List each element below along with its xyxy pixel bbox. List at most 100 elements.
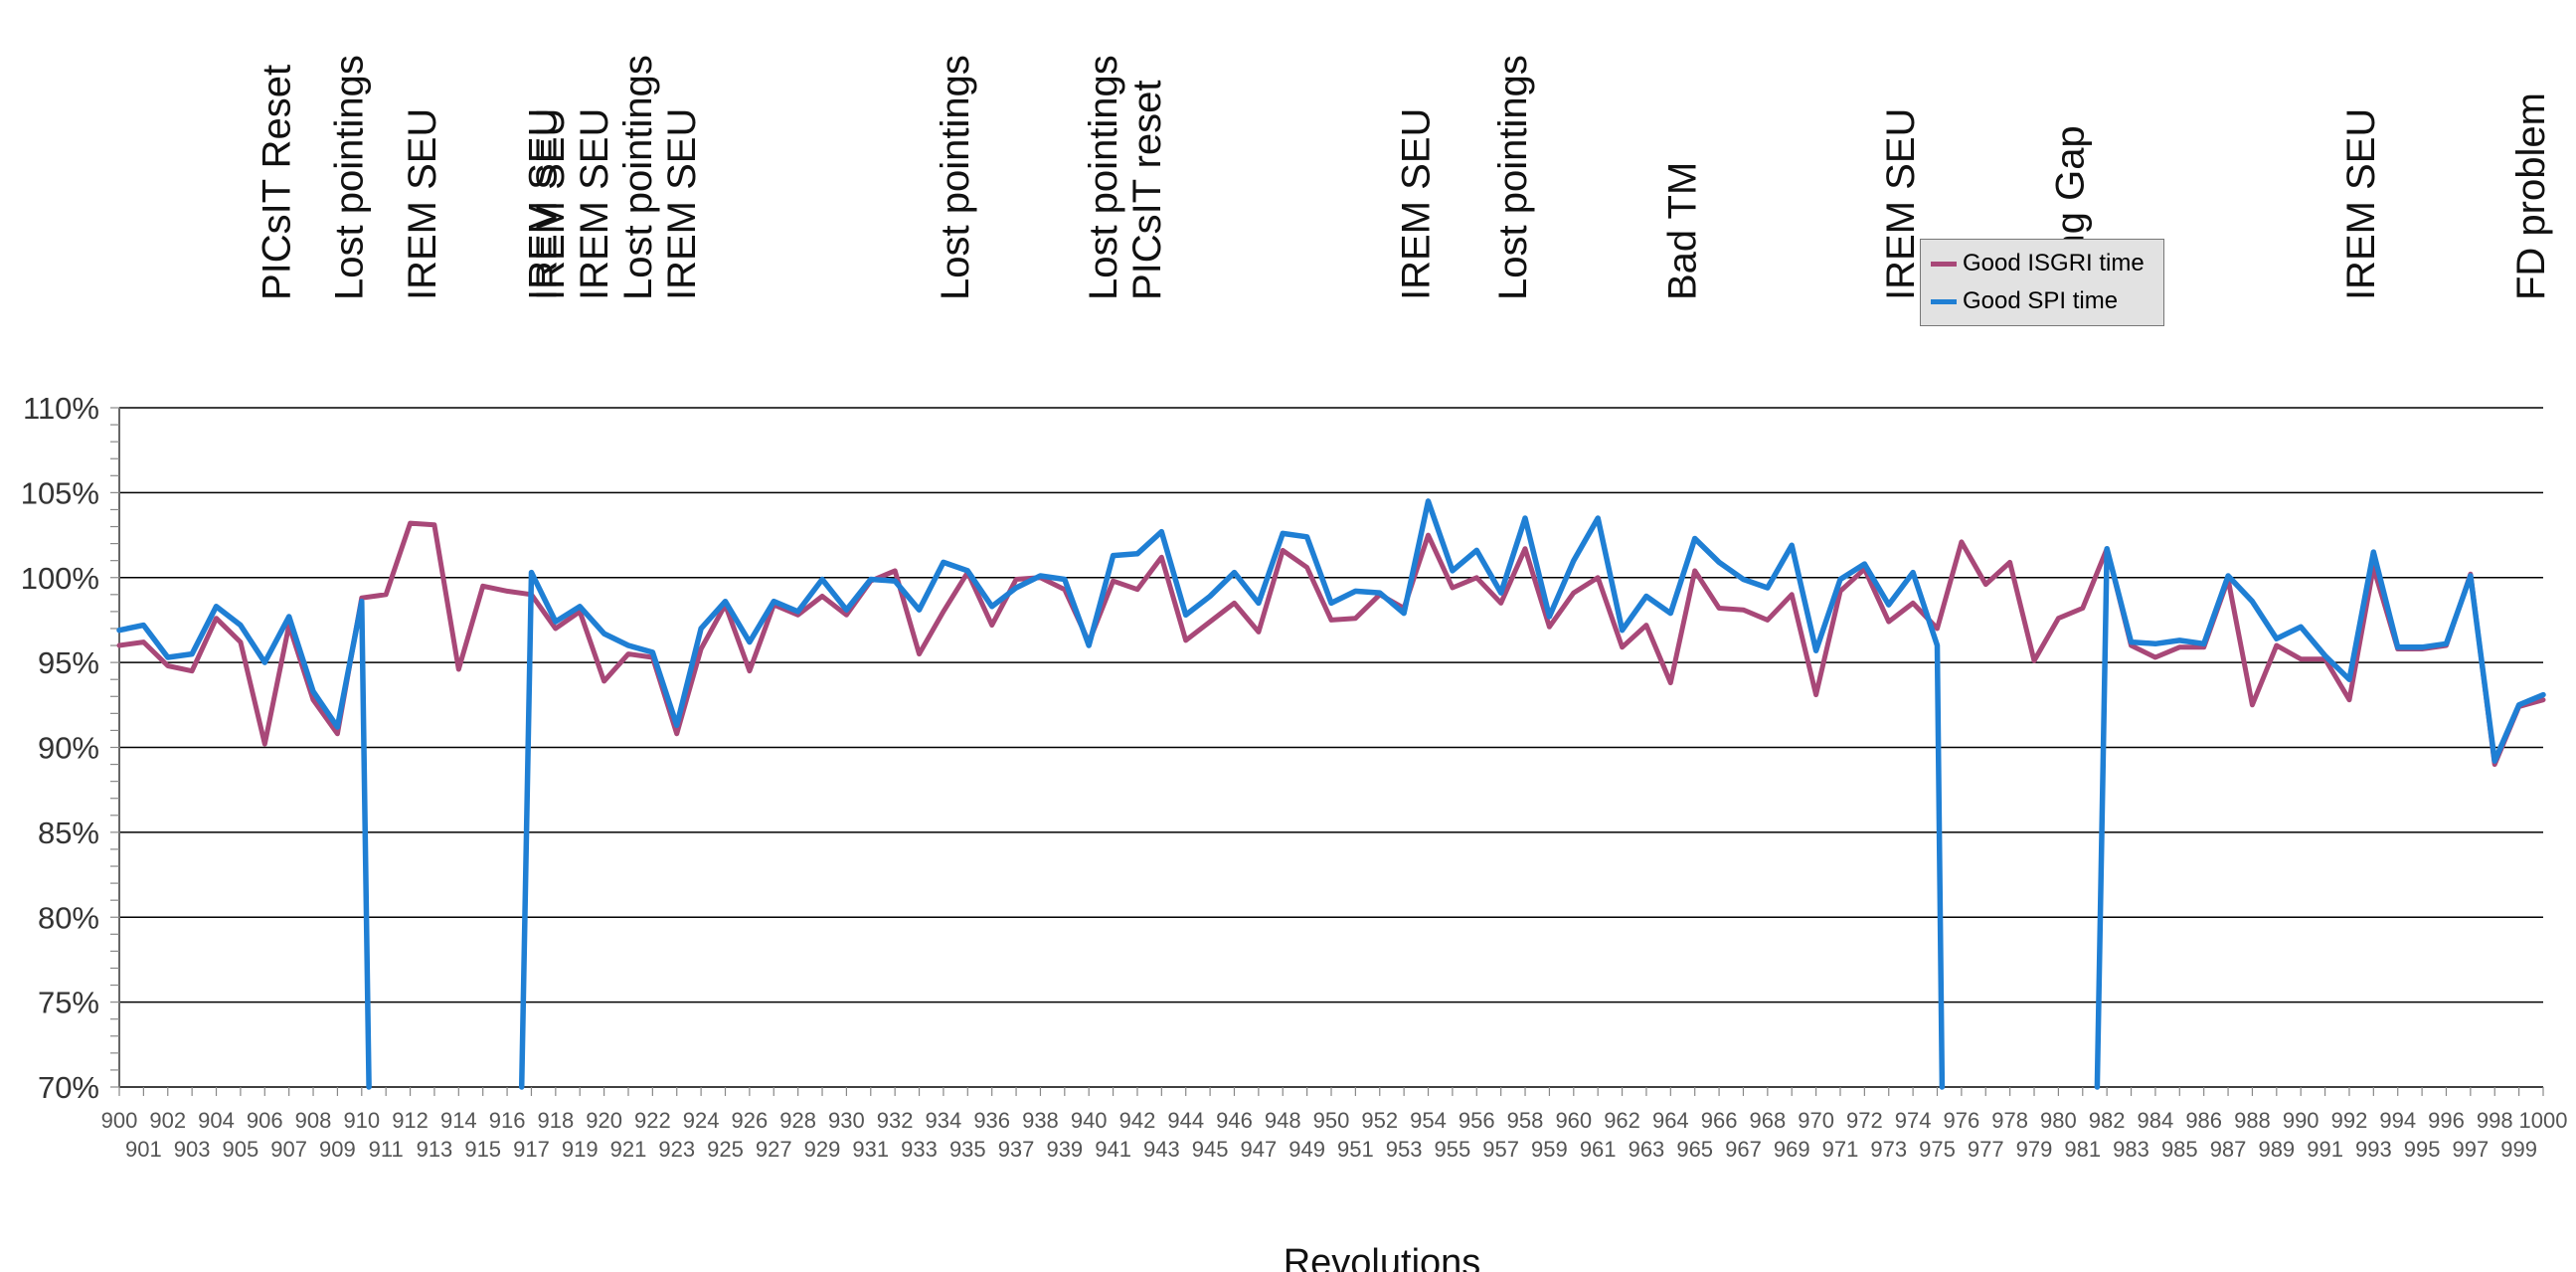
x-tick-label: 967 (1725, 1137, 1762, 1162)
x-tick-label: 950 (1313, 1108, 1350, 1133)
legend-swatch-spi (1931, 298, 1957, 304)
event-annotation: IREM SEU (573, 108, 616, 300)
x-tick-label: 954 (1410, 1108, 1447, 1133)
x-tick-label: 900 (101, 1108, 138, 1133)
event-annotation: IREM SEU (660, 108, 704, 300)
x-tick-label: 926 (732, 1108, 769, 1133)
x-tick-label: 902 (149, 1108, 186, 1133)
event-annotation: Lost pointings (1082, 55, 1125, 300)
series-line-spi (2094, 545, 2546, 1090)
x-tick-label: 914 (440, 1108, 477, 1133)
x-tick-label: 911 (369, 1137, 404, 1162)
x-tick-label: 974 (1895, 1108, 1932, 1133)
event-annotation: Lost pointings (1491, 55, 1535, 300)
x-tick-label: 934 (926, 1108, 962, 1133)
legend-item-spi: Good SPI time (1931, 283, 2118, 319)
event-annotation: Lost pointings (616, 55, 660, 300)
event-annotation: Lost pointings (934, 55, 977, 300)
x-tick-label: 987 (2210, 1137, 2247, 1162)
x-tick-label: 986 (2185, 1108, 2222, 1133)
x-tick-label: 995 (2404, 1137, 2441, 1162)
x-tick-label: 915 (464, 1137, 501, 1162)
x-tick-label: 990 (2283, 1108, 2319, 1133)
x-tick-label: 944 (1167, 1108, 1204, 1133)
x-tick-label: 985 (2161, 1137, 2198, 1162)
x-tick-label: 964 (1652, 1108, 1689, 1133)
event-annotation: Bad TM (1661, 162, 1705, 300)
x-tick-label: 907 (270, 1137, 307, 1162)
x-tick-label: 975 (1919, 1137, 1956, 1162)
x-tick-label: 965 (1676, 1137, 1713, 1162)
series-line-spi (518, 498, 1946, 1090)
x-tick-label: 976 (1944, 1108, 1980, 1133)
x-tick-label: 997 (2453, 1137, 2490, 1162)
x-tick-label: 916 (489, 1108, 526, 1133)
y-tick-label: 110% (23, 391, 99, 426)
x-tick-label: 957 (1482, 1137, 1519, 1162)
x-tick-label: 933 (901, 1137, 938, 1162)
x-tick-label: 927 (756, 1137, 792, 1162)
x-tick-label: 921 (610, 1137, 647, 1162)
x-tick-label: 938 (1022, 1108, 1059, 1133)
x-tick-label: 989 (2258, 1137, 2295, 1162)
x-tick-label: 973 (1870, 1137, 1907, 1162)
y-tick-label: 90% (38, 731, 99, 766)
x-tick-label: 960 (1555, 1108, 1592, 1133)
x-tick-label: 978 (1991, 1108, 2028, 1133)
event-annotation: IREM SEU (529, 108, 573, 300)
legend-label-isgri: Good ISGRI time (1963, 250, 2145, 276)
x-tick-label: 940 (1071, 1108, 1108, 1133)
x-tick-label: 918 (537, 1108, 574, 1133)
x-tick-label: 924 (683, 1108, 720, 1133)
event-annotation: PICsIT Reset (256, 65, 299, 300)
y-tick-label: 80% (38, 900, 99, 935)
x-tick-label: 966 (1701, 1108, 1738, 1133)
x-tick-label: 953 (1386, 1137, 1423, 1162)
x-tick-label: 992 (2331, 1108, 2368, 1133)
x-tick-label: 993 (2355, 1137, 2392, 1162)
series-line-isgri (116, 520, 2546, 768)
x-tick-label: 942 (1119, 1108, 1156, 1133)
x-tick-label: 922 (634, 1108, 671, 1133)
event-annotation: PICsIT reset (1125, 80, 1169, 300)
x-tick-label: 969 (1774, 1137, 1810, 1162)
x-tick-label: 962 (1604, 1108, 1640, 1133)
x-tick-label: 939 (1046, 1137, 1083, 1162)
x-tick-label: 958 (1507, 1108, 1544, 1133)
x-tick-label: 971 (1822, 1137, 1859, 1162)
x-tick-label: 904 (198, 1108, 235, 1133)
x-tick-label: 972 (1846, 1108, 1883, 1133)
y-tick-label: 75% (38, 986, 99, 1020)
x-tick-label: 983 (2113, 1137, 2149, 1162)
x-tick-label: 959 (1531, 1137, 1568, 1162)
y-tick-labels: 70% 75% 80% 85% 90% 95% 100% 105% 110% (21, 391, 99, 1105)
x-tick-label: 935 (949, 1137, 986, 1162)
event-annotation: IREM SEU (1394, 108, 1438, 300)
x-tick-label: 929 (804, 1137, 841, 1162)
x-tick-label: 923 (658, 1137, 695, 1162)
x-tick-label: 903 (174, 1137, 211, 1162)
series-lines (116, 498, 2546, 1090)
x-tick-label: 943 (1143, 1137, 1180, 1162)
event-annotation: IREM SEU (1879, 108, 1923, 300)
x-tick-label: 936 (973, 1108, 1010, 1133)
x-tick-label: 932 (877, 1108, 914, 1133)
x-tick-label: 912 (392, 1108, 429, 1133)
x-tick-label: 930 (828, 1108, 865, 1133)
x-tick-label: 946 (1216, 1108, 1253, 1133)
gridlines (118, 407, 2543, 1088)
x-tick-label: 925 (707, 1137, 744, 1162)
legend-item-isgri: Good ISGRI time (1931, 246, 2145, 281)
x-tick-label: 941 (1095, 1137, 1131, 1162)
x-tick-label: 996 (2428, 1108, 2465, 1133)
x-tick-label: 945 (1192, 1137, 1229, 1162)
event-annotations: PICsIT Reset Lost pointings IREM SEU IREM S… (256, 55, 2553, 300)
x-tick-label: 905 (223, 1137, 259, 1162)
x-tick-label: 906 (247, 1108, 283, 1133)
x-tick-label: 919 (562, 1137, 599, 1162)
x-tick-label: 952 (1361, 1108, 1398, 1133)
x-tick-label: 999 (2500, 1137, 2537, 1162)
x-tick-label: 937 (998, 1137, 1035, 1162)
x-tick-label: 909 (319, 1137, 356, 1162)
y-minor-ticks (110, 407, 119, 1088)
